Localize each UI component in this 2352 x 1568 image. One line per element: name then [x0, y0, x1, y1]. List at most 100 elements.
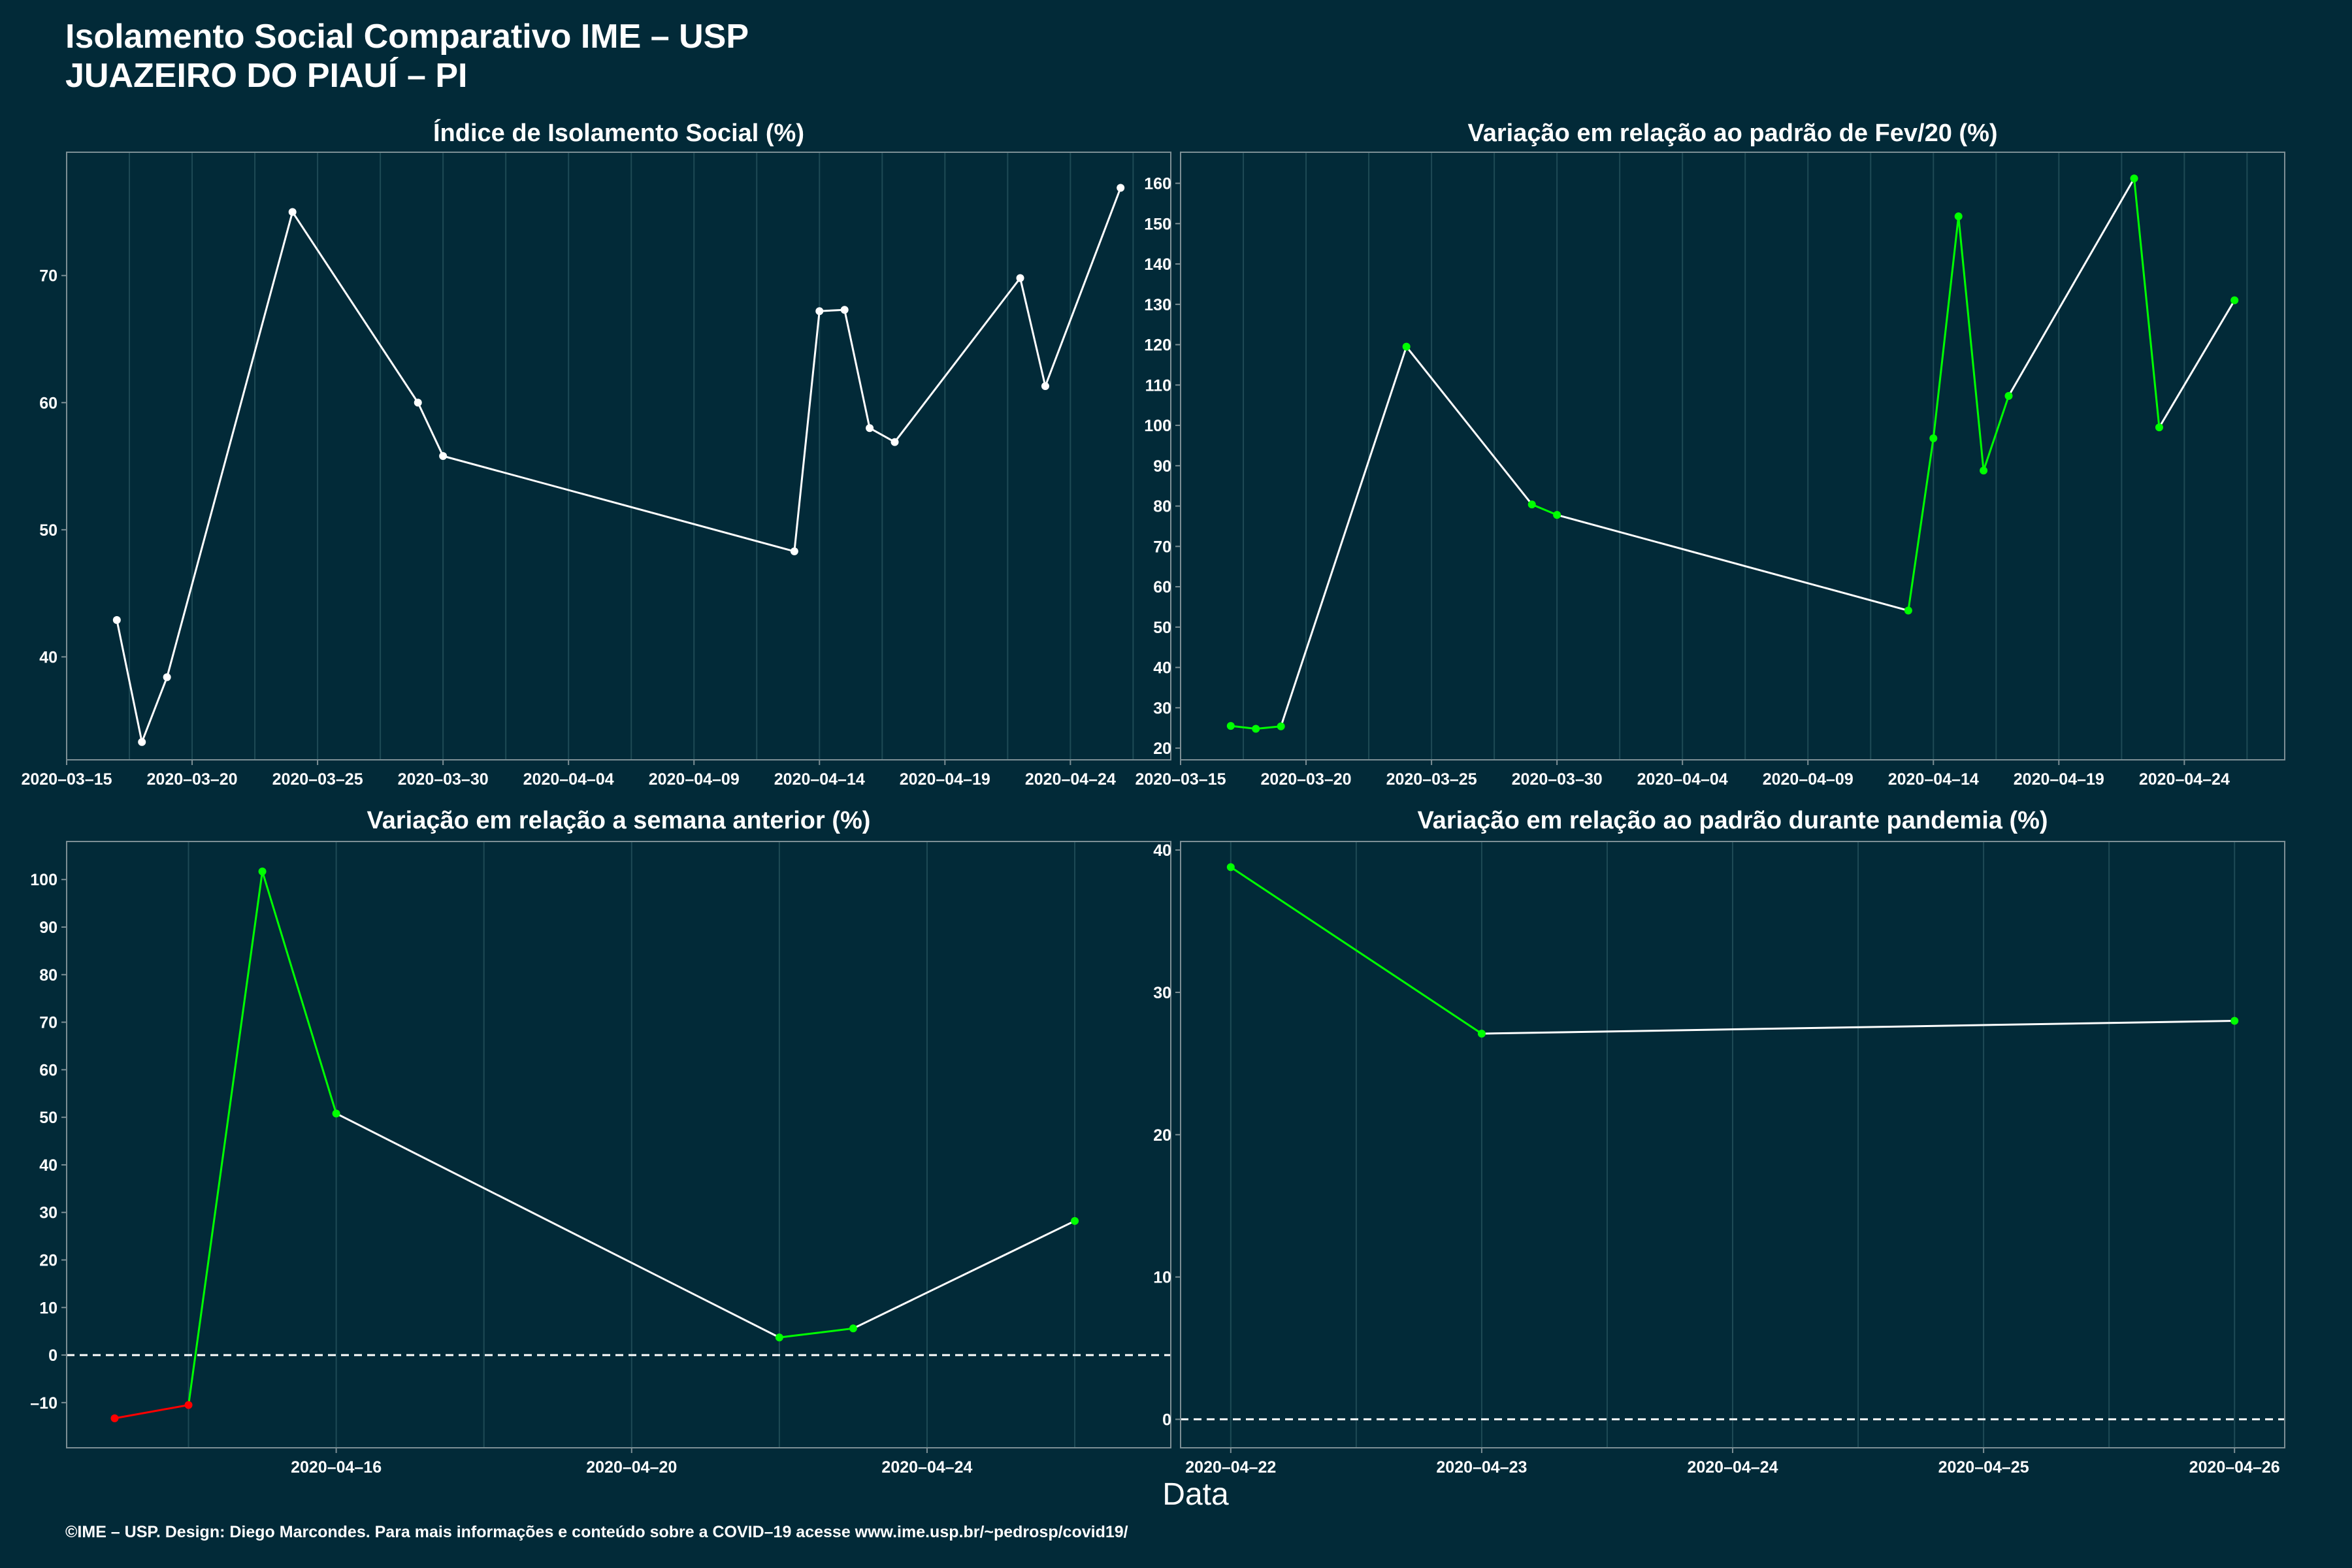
- y-tick-label: 20: [1153, 740, 1171, 758]
- data-point: [184, 1401, 193, 1409]
- series-segment: [1019, 278, 1047, 387]
- y-tick-label: 70: [39, 267, 57, 286]
- series-segment: [1932, 216, 1960, 438]
- chart-variation-feb20: Variação em relação ao padrão de Fev/20 …: [1135, 120, 2285, 789]
- x-tick-label: 2020–03–20: [147, 770, 238, 789]
- y-tick-label: 70: [39, 1014, 57, 1032]
- y-tick-label: 0: [48, 1347, 57, 1365]
- y-tick-label: 50: [1153, 619, 1171, 637]
- x-tick-label: 2020–03–30: [1512, 770, 1603, 789]
- data-point: [1402, 342, 1411, 351]
- data-point: [815, 307, 824, 316]
- x-tick-label: 2020–04–24: [2139, 770, 2230, 789]
- data-point: [1041, 382, 1049, 390]
- x-tick-label: 2020–04–24: [881, 1458, 972, 1477]
- y-tick-label: 20: [39, 1252, 57, 1270]
- data-point: [1277, 722, 1285, 730]
- data-point: [258, 867, 267, 875]
- y-tick-label: 20: [1153, 1126, 1171, 1145]
- y-tick-label: 140: [1144, 255, 1171, 274]
- x-tick-label: 2020–04–04: [1637, 770, 1728, 789]
- data-point: [1477, 1030, 1486, 1038]
- x-tick-label: 2020–04–14: [1888, 770, 1979, 789]
- series-segment: [188, 871, 264, 1405]
- y-tick-label: 30: [1153, 984, 1171, 1002]
- series-segment: [166, 212, 294, 678]
- x-tick-label: 2020–04–04: [523, 770, 614, 789]
- series-segment: [140, 676, 169, 743]
- series-segment: [1230, 725, 1256, 730]
- y-tick-label: 80: [39, 966, 57, 985]
- chart-title: Índice de Isolamento Social (%): [433, 118, 804, 147]
- x-tick-label: 2020–04–16: [291, 1458, 382, 1477]
- series-segment: [1256, 725, 1281, 730]
- panel-border: [1180, 152, 2285, 760]
- data-point: [1527, 500, 1536, 509]
- series-segment: [1230, 866, 1482, 1035]
- data-point: [1252, 725, 1260, 733]
- data-point: [112, 615, 121, 624]
- series-segment: [442, 455, 795, 553]
- data-point: [1904, 606, 1912, 615]
- y-tick-label: 80: [1153, 498, 1171, 516]
- title-block: Isolamento Social Comparativo IME – USP …: [65, 17, 749, 95]
- y-tick-label: 60: [39, 1061, 57, 1079]
- series-segment: [114, 1404, 189, 1420]
- data-point: [1016, 274, 1024, 282]
- data-point: [2230, 1017, 2239, 1025]
- y-tick-label: 0: [1162, 1411, 1171, 1429]
- y-tick-label: 30: [39, 1204, 57, 1222]
- data-point: [1980, 466, 1988, 475]
- y-tick-label: 40: [39, 1156, 57, 1175]
- chart-title: Variação em relação ao padrão durante pa…: [1417, 807, 2048, 834]
- data-point: [1929, 434, 1938, 442]
- data-point: [1226, 863, 1235, 872]
- series-segment: [894, 277, 1021, 443]
- x-tick-label: 2020–04–24: [1025, 770, 1116, 789]
- series-segment: [291, 211, 419, 404]
- data-point: [775, 1333, 783, 1342]
- y-tick-label: 90: [1153, 457, 1171, 476]
- series-segment: [793, 311, 821, 552]
- x-tick-label: 2020–04–19: [2014, 770, 2104, 789]
- series-segment: [1405, 346, 1533, 506]
- footer-credits: ©IME – USP. Design: Diego Marcondes. Par…: [65, 1523, 1128, 1541]
- y-tick-label: 30: [1153, 699, 1171, 717]
- data-point: [332, 1109, 340, 1118]
- data-point: [1954, 212, 1963, 221]
- y-tick-label: 40: [1153, 659, 1171, 678]
- data-point: [439, 452, 448, 460]
- data-point: [2230, 296, 2239, 304]
- y-tick-label: 50: [39, 1109, 57, 1127]
- x-tick-label: 2020–04–24: [1687, 1458, 1778, 1477]
- data-point: [2004, 391, 2013, 400]
- y-tick-label: 100: [30, 871, 57, 889]
- series-segment: [1907, 438, 1935, 611]
- data-point: [849, 1324, 857, 1333]
- y-tick-label: 110: [1145, 376, 1171, 395]
- data-point: [2130, 174, 2138, 183]
- x-tick-label: 2020–04–23: [1436, 1458, 1527, 1477]
- x-tick-label: 2020–04–25: [1938, 1458, 2029, 1477]
- y-tick-label: 100: [1144, 417, 1171, 435]
- y-tick-label: 50: [39, 521, 57, 540]
- chart-title: Variação em relação a semana anterior (%…: [367, 807, 871, 834]
- x-tick-label: 2020–03–20: [1261, 770, 1352, 789]
- x-tick-label: 2020–03–15: [1135, 770, 1226, 789]
- data-point: [1071, 1217, 1079, 1225]
- data-point: [1553, 511, 1561, 519]
- series-segment: [1556, 514, 1909, 612]
- y-tick-label: 40: [1153, 841, 1171, 860]
- data-point: [866, 424, 874, 433]
- data-point: [1117, 184, 1125, 192]
- series-segment: [335, 1112, 780, 1339]
- x-axis-title: Data: [1162, 1477, 1229, 1512]
- y-tick-label: 10: [1153, 1269, 1171, 1287]
- x-tick-label: 2020–04–09: [1763, 770, 1854, 789]
- page-title: Isolamento Social Comparativo IME – USP: [65, 18, 749, 56]
- series-segment: [1481, 1019, 2235, 1035]
- series-segment: [1044, 187, 1122, 387]
- series-segment: [1531, 503, 1558, 516]
- chart-variation-previous-week: Variação em relação a semana anterior (%…: [30, 807, 1171, 1477]
